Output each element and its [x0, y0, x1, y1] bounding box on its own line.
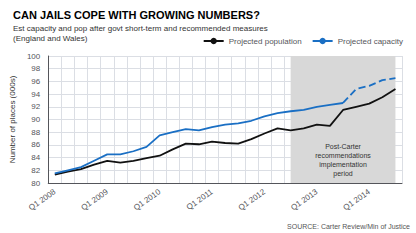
svg-text:82: 82 — [31, 166, 40, 175]
svg-text:86: 86 — [31, 140, 40, 149]
svg-text:98: 98 — [31, 64, 40, 73]
svg-text:Q1 2014: Q1 2014 — [342, 187, 373, 212]
svg-text:period: period — [333, 170, 353, 178]
svg-text:CAN JAILS COPE WITH GROWING NU: CAN JAILS COPE WITH GROWING NUMBERS? — [13, 9, 260, 21]
svg-text:Projected capacity: Projected capacity — [338, 37, 403, 46]
svg-text:Q1 2012: Q1 2012 — [237, 187, 268, 212]
svg-text:SOURCE: Carter Review/Min of J: SOURCE: Carter Review/Min of Justice — [287, 223, 410, 230]
svg-text:Q1 2008: Q1 2008 — [27, 187, 58, 212]
svg-text:80: 80 — [31, 179, 40, 188]
svg-text:recommendations: recommendations — [315, 152, 371, 159]
svg-text:100: 100 — [27, 52, 41, 61]
svg-text:Q1 2011: Q1 2011 — [185, 187, 215, 212]
svg-text:Post-Carter: Post-Carter — [325, 143, 361, 150]
svg-text:92: 92 — [31, 102, 40, 111]
svg-text:Q1 2010: Q1 2010 — [132, 187, 163, 212]
svg-text:Projected population: Projected population — [229, 37, 302, 46]
svg-text:Number of places (000s): Number of places (000s) — [8, 75, 17, 163]
svg-text:Q1 2009: Q1 2009 — [79, 187, 110, 212]
svg-text:90: 90 — [31, 115, 40, 124]
svg-text:94: 94 — [31, 90, 40, 99]
svg-text:96: 96 — [31, 77, 40, 86]
svg-text:84: 84 — [31, 153, 40, 162]
svg-text:implementation: implementation — [319, 161, 367, 169]
svg-text:Est capacity and pop after gov: Est capacity and pop after govt short-te… — [13, 24, 268, 33]
svg-text:Q1 2013: Q1 2013 — [289, 187, 320, 212]
svg-text:(England and Wales): (England and Wales) — [13, 34, 88, 43]
svg-text:88: 88 — [31, 128, 40, 137]
